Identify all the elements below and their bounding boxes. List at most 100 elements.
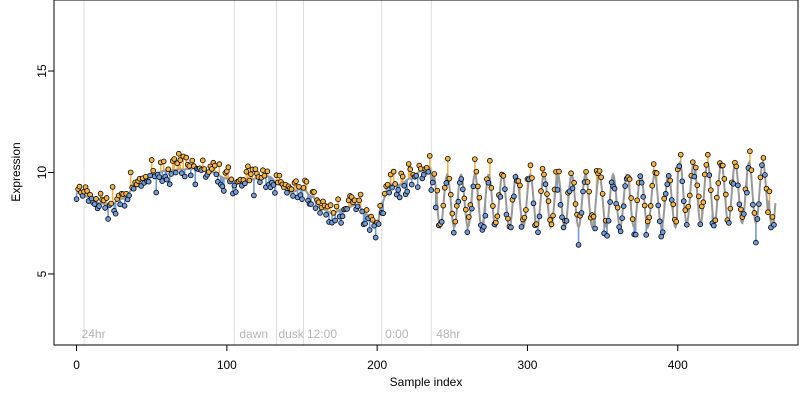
data-point-197: [369, 217, 376, 223]
data-point-190: [359, 208, 365, 215]
y-tick-label-1: 10: [35, 166, 49, 180]
data-point-169: [327, 202, 334, 208]
data-point-57: [159, 178, 166, 184]
data-point-456: [759, 162, 765, 168]
data-point-208: [386, 189, 392, 196]
data-point-29: [117, 201, 123, 208]
data-point-405: [682, 207, 689, 213]
data-point-314: [545, 198, 552, 204]
data-point-158: [311, 189, 317, 195]
data-point-373: [634, 197, 640, 204]
data-point-419: [703, 162, 710, 168]
data-point-336: [578, 210, 585, 216]
data-point-258: [461, 195, 468, 202]
data-point-313: [544, 191, 550, 197]
data-point-166: [323, 211, 329, 218]
data-point-309: [538, 188, 544, 194]
data-point-464: [771, 222, 777, 228]
data-point-260: [464, 229, 471, 235]
data-point-215: [396, 194, 403, 201]
data-point-440: [735, 182, 741, 189]
data-point-334: [575, 242, 582, 248]
data-point-250: [449, 210, 456, 217]
data-point-201: [375, 221, 382, 227]
x-tick-label-2: 200: [367, 358, 387, 372]
data-point-285: [502, 186, 508, 192]
data-point-393: [664, 181, 671, 188]
data-point-68: [175, 150, 182, 157]
data-point-125: [261, 173, 268, 179]
data-point-150: [299, 196, 305, 202]
data-point-211: [390, 168, 397, 175]
data-point-383: [649, 182, 656, 189]
data-point-316: [548, 221, 555, 228]
y-tick-label-0: 5: [35, 270, 49, 277]
data-point-188: [356, 197, 362, 204]
data-point-261: [466, 214, 472, 220]
data-point-379: [643, 232, 649, 238]
data-point-341: [586, 188, 592, 195]
data-point-431: [721, 176, 728, 182]
data-point-26: [112, 210, 119, 217]
data-point-452: [753, 239, 759, 246]
data-point-282: [497, 194, 504, 200]
data-point-386: [653, 170, 660, 176]
data-point-66: [172, 169, 179, 176]
data-point-311: [541, 171, 547, 178]
data-point-332: [572, 201, 579, 207]
data-point-76: [187, 172, 194, 179]
data-point-214: [395, 187, 401, 193]
data-point-271: [481, 224, 487, 230]
data-point-330: [569, 185, 576, 192]
data-point-321: [556, 168, 562, 175]
data-point-51: [150, 167, 157, 174]
data-point-36: [127, 169, 134, 176]
data-point-135: [276, 172, 283, 179]
data-point-115: [246, 177, 253, 184]
data-point-113: [243, 169, 250, 175]
data-point-192: [362, 220, 368, 227]
data-point-85: [201, 166, 208, 172]
data-point-264: [470, 183, 477, 190]
data-point-257: [460, 186, 466, 193]
data-point-237: [429, 179, 436, 186]
data-point-384: [650, 161, 657, 167]
data-point-267: [475, 183, 481, 190]
data-point-284: [500, 173, 507, 179]
data-point-114: [245, 163, 251, 170]
data-point-365: [622, 183, 628, 189]
annotation-1: dawn: [239, 327, 268, 341]
data-point-308: [536, 213, 543, 220]
data-point-19: [102, 205, 108, 211]
data-point-63: [168, 171, 175, 177]
data-point-21: [105, 216, 111, 222]
data-point-55: [156, 174, 163, 180]
data-point-326: [563, 218, 570, 224]
data-point-161: [315, 199, 322, 206]
data-point-320: [554, 187, 561, 193]
data-point-174: [335, 196, 341, 202]
data-point-368: [626, 176, 633, 182]
data-point-131: [270, 182, 277, 188]
data-point-369: [628, 195, 634, 201]
data-point-404: [680, 198, 687, 204]
data-point-259: [463, 206, 469, 213]
data-point-388: [656, 218, 663, 225]
data-point-77: [189, 157, 196, 164]
data-point-402: [677, 151, 684, 158]
data-point-15: [96, 203, 102, 209]
data-point-32: [121, 203, 128, 209]
data-point-65: [171, 156, 178, 162]
data-point-7: [84, 188, 90, 194]
data-point-176: [338, 220, 344, 226]
data-point-430: [720, 162, 726, 169]
data-point-119: [252, 166, 259, 172]
data-point-218: [401, 182, 408, 189]
data-point-73: [183, 154, 190, 161]
data-point-103: [228, 176, 235, 183]
data-point-360: [614, 204, 621, 211]
data-point-391: [661, 195, 668, 202]
data-point-72: [181, 173, 188, 180]
data-point-38: [130, 185, 137, 192]
data-point-435: [727, 205, 734, 212]
